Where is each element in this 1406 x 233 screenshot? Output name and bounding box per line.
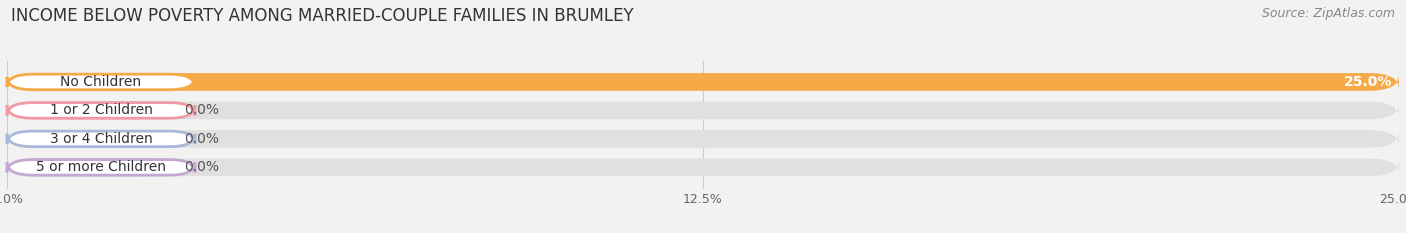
FancyBboxPatch shape — [7, 73, 1399, 91]
Text: No Children: No Children — [60, 75, 142, 89]
Text: 3 or 4 Children: 3 or 4 Children — [49, 132, 152, 146]
Text: 1 or 2 Children: 1 or 2 Children — [49, 103, 152, 117]
FancyBboxPatch shape — [7, 158, 1399, 176]
FancyBboxPatch shape — [7, 130, 1399, 148]
Text: 25.0%: 25.0% — [1344, 75, 1392, 89]
FancyBboxPatch shape — [7, 160, 195, 175]
Text: 0.0%: 0.0% — [184, 103, 219, 117]
FancyBboxPatch shape — [7, 74, 195, 90]
Text: 5 or more Children: 5 or more Children — [37, 160, 166, 174]
FancyBboxPatch shape — [7, 158, 167, 176]
Text: 0.0%: 0.0% — [184, 160, 219, 174]
Text: INCOME BELOW POVERTY AMONG MARRIED-COUPLE FAMILIES IN BRUMLEY: INCOME BELOW POVERTY AMONG MARRIED-COUPL… — [11, 7, 634, 25]
FancyBboxPatch shape — [7, 130, 167, 148]
FancyBboxPatch shape — [7, 102, 1399, 119]
Text: Source: ZipAtlas.com: Source: ZipAtlas.com — [1261, 7, 1395, 20]
FancyBboxPatch shape — [7, 131, 195, 147]
FancyBboxPatch shape — [7, 73, 1399, 91]
FancyBboxPatch shape — [7, 103, 195, 118]
FancyBboxPatch shape — [7, 102, 167, 119]
Text: 0.0%: 0.0% — [184, 132, 219, 146]
